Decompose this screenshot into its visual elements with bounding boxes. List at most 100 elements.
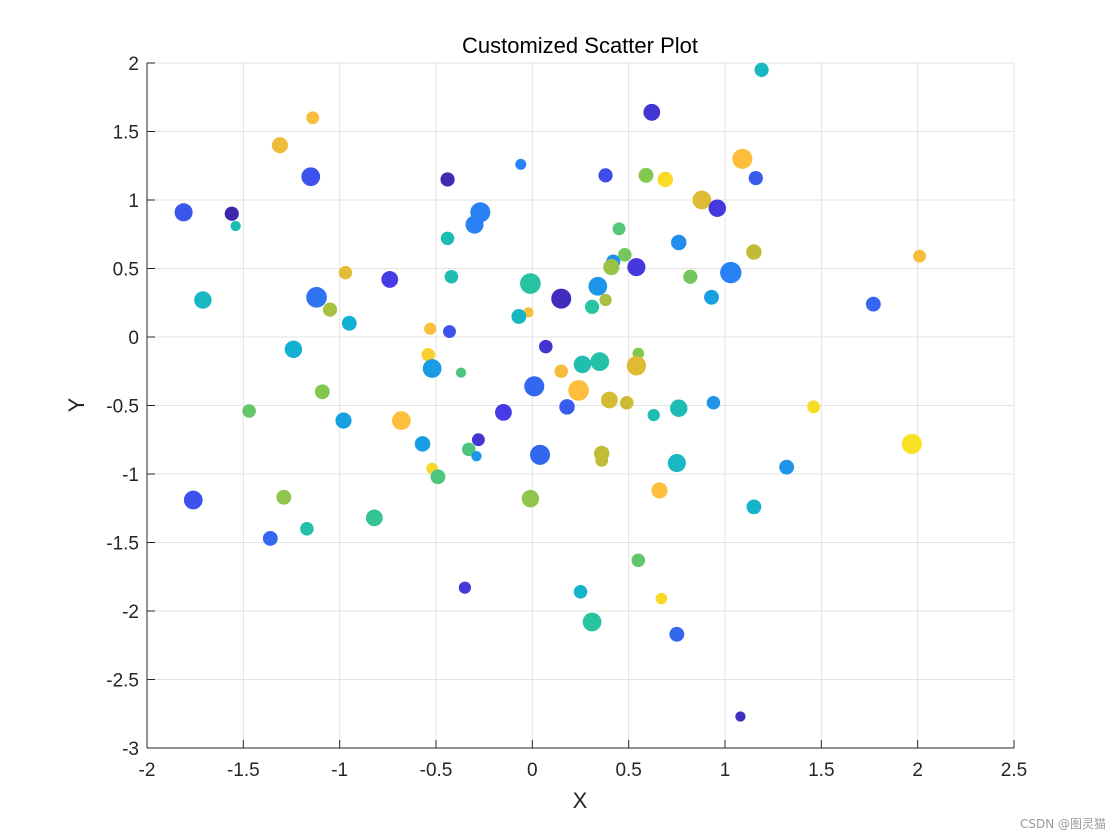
scatter-points <box>174 62 927 722</box>
scatter-point <box>495 403 512 421</box>
scatter-point <box>735 711 746 722</box>
scatter-point <box>901 433 922 454</box>
scatter-point <box>306 111 320 125</box>
scatter-point <box>471 433 485 447</box>
scatter-point <box>612 222 626 236</box>
scatter-point <box>746 499 762 515</box>
scatter-point <box>520 273 541 294</box>
scatter-point <box>524 376 545 397</box>
scatter-point <box>471 451 482 462</box>
scatter-point <box>511 309 527 324</box>
chart-title: Customized Scatter Plot <box>462 33 698 58</box>
scatter-point <box>341 315 357 331</box>
scatter-point <box>284 340 303 359</box>
scatter-point <box>643 103 661 121</box>
scatter-point <box>754 62 769 77</box>
scatter-point <box>638 167 654 183</box>
scatter-point <box>314 384 330 400</box>
scatter-point <box>422 359 442 378</box>
x-tick-label: 0.5 <box>615 760 641 781</box>
scatter-point <box>530 444 551 465</box>
x-tick-label: 1.5 <box>808 760 834 781</box>
scatter-point <box>551 288 572 309</box>
scatter-point <box>306 286 327 308</box>
watermark: CSDN @图灵猫 <box>1019 817 1106 831</box>
scatter-point <box>444 269 459 284</box>
scatter-point <box>582 612 602 632</box>
scatter-point <box>720 261 742 284</box>
scatter-point <box>276 489 292 505</box>
scatter-point <box>655 592 668 605</box>
scatter-point <box>913 249 927 263</box>
scatter-point <box>631 553 646 568</box>
x-tick-label: 0 <box>527 760 538 781</box>
scatter-point <box>262 530 278 546</box>
scatter-point <box>322 302 338 317</box>
x-tick-label: 1 <box>720 760 731 781</box>
scatter-point <box>338 265 353 280</box>
scatter-point <box>568 380 589 401</box>
scatter-point <box>455 367 467 378</box>
scatter-point <box>748 170 763 186</box>
scatter-point <box>554 364 569 379</box>
scatter-point <box>391 411 411 430</box>
x-tick-label: 2.5 <box>1001 760 1027 781</box>
scatter-point <box>588 276 608 296</box>
scatter-point <box>603 259 620 276</box>
scatter-point <box>224 206 239 221</box>
scatter-point <box>657 171 674 188</box>
scatter-point <box>515 158 527 170</box>
scatter-point <box>618 248 632 262</box>
scatter-point <box>627 258 646 277</box>
scatter-point <box>626 356 647 376</box>
scatter-point <box>647 408 660 422</box>
scatter-point <box>271 137 289 154</box>
scatter-point <box>365 509 383 527</box>
y-tick-label: -0.5 <box>106 397 139 418</box>
scatter-point <box>430 469 446 485</box>
scatter-point <box>584 299 600 314</box>
y-tick-label: -2.5 <box>106 671 139 692</box>
scatter-point <box>443 325 456 338</box>
scatter-point <box>865 296 881 312</box>
scatter-point <box>807 400 821 414</box>
scatter-point <box>183 490 203 510</box>
y-tick-label: 0 <box>128 328 139 349</box>
y-tick-label: 1.5 <box>113 123 139 144</box>
scatter-point <box>301 167 321 187</box>
scatter-point <box>601 391 618 409</box>
y-tick-label: 2 <box>128 54 139 75</box>
scatter-point <box>708 199 727 217</box>
scatter-point <box>381 271 399 288</box>
y-axis-title: Y <box>64 397 89 412</box>
scatter-point <box>421 348 436 362</box>
x-tick-label: -1.5 <box>227 760 260 781</box>
x-tick-label: -2 <box>139 760 156 781</box>
scatter-point <box>692 190 712 210</box>
y-tick-label: -3 <box>122 739 139 760</box>
scatter-point <box>706 395 721 410</box>
x-tick-label: -1 <box>331 760 348 781</box>
y-tick-label: -1.5 <box>106 534 139 555</box>
scatter-point <box>242 404 256 418</box>
scatter-point <box>599 293 612 307</box>
scatter-point <box>779 459 795 475</box>
scatter-point <box>300 522 314 536</box>
scatter-point <box>667 453 686 473</box>
scatter-point <box>461 442 476 457</box>
scatter-point <box>683 269 698 284</box>
scatter-point <box>335 412 352 429</box>
scatter-point <box>194 291 212 309</box>
scatter-point <box>670 399 688 417</box>
y-tick-label: 1 <box>128 191 139 212</box>
x-axis-title: X <box>573 788 588 813</box>
scatter-point <box>573 355 592 374</box>
scatter-point <box>746 244 762 260</box>
scatter-point <box>590 352 610 372</box>
scatter-point <box>619 395 634 410</box>
y-tick-label: -1 <box>122 465 139 486</box>
scatter-point <box>424 322 437 335</box>
x-tick-label: -0.5 <box>420 760 453 781</box>
scatter-point <box>465 215 484 234</box>
